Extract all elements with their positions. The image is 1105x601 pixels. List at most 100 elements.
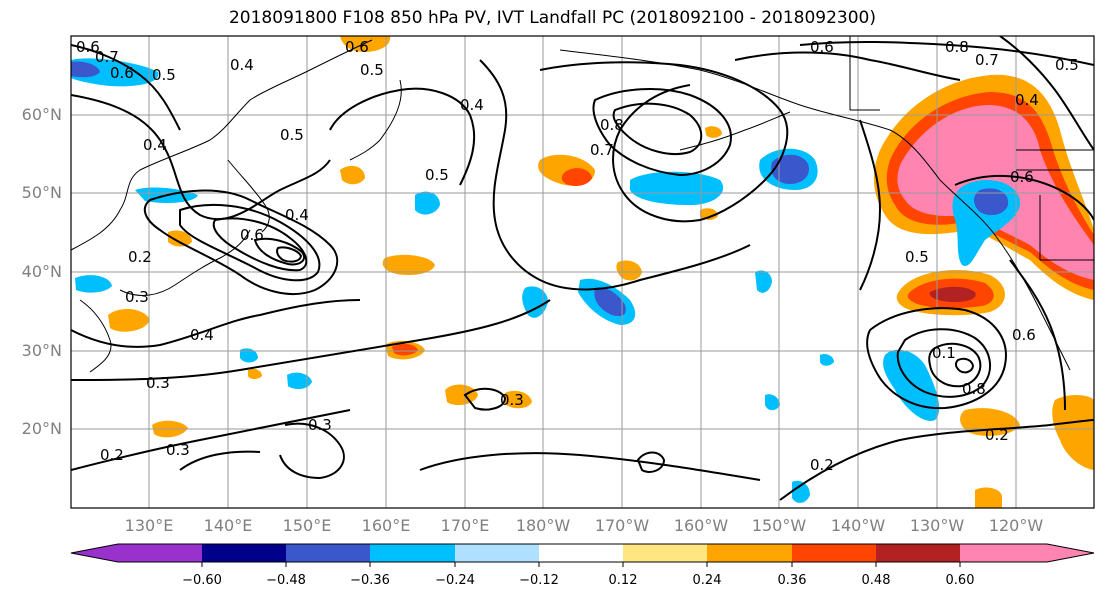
gridlines (71, 36, 1094, 508)
coastlines (71, 39, 1094, 373)
shade-region-blue-4 (630, 171, 724, 205)
colorbar-segment (118, 544, 203, 562)
shade-region-orange-17 (248, 368, 262, 379)
shade-region-darkblue-8 (71, 61, 100, 78)
contour-label: 0.5 (360, 61, 384, 79)
shade-region-blue-12 (755, 270, 772, 293)
contour-label: 0.4 (1015, 91, 1039, 109)
contour-label: 0.6 (240, 226, 264, 244)
colorbar-extend-max (960, 544, 1094, 562)
shade-region-blue-11 (287, 372, 312, 390)
colorbar-tick-label: −0.48 (266, 573, 306, 588)
map-frame (70, 35, 1095, 509)
colorbar-extend-min (71, 544, 118, 562)
shade-region-orange-4 (1052, 395, 1094, 470)
colorbar-tick-label: 0.36 (778, 573, 807, 588)
contour-label: 0.4 (143, 136, 167, 154)
lon-label: 150°W (752, 516, 807, 535)
colorbar-segment (623, 544, 708, 562)
contour-label: 0.5 (425, 166, 449, 184)
contour-label: 0.3 (125, 288, 149, 306)
colorbar-tick-label: −0.12 (519, 573, 559, 588)
colorbar-segment (455, 544, 540, 562)
colorbar-tick-label: −0.24 (435, 573, 475, 588)
contour-label: 0.3 (308, 416, 332, 434)
shade-region-orange-12 (340, 165, 365, 185)
lon-labels: 130°E 140°E 150°E 160°E 170°E 180°W 170°… (125, 516, 1044, 535)
contour-label: 0.3 (500, 391, 524, 409)
lon-label: 140°E (204, 516, 253, 535)
lon-label: 180°W (516, 516, 571, 535)
lon-label: 130°W (910, 516, 965, 535)
map-title: 2018091800 F108 850 hPa PV, IVT Landfall… (228, 8, 876, 28)
shade-region-blue-13 (792, 480, 810, 503)
colorbar-segment (202, 544, 287, 562)
colorbar-tick-label: −0.36 (350, 573, 390, 588)
shade-region-darkblue-5 (594, 287, 626, 317)
contour-label: 0.5 (280, 126, 304, 144)
lon-label: 140°W (831, 516, 886, 535)
boundary-lines (849, 36, 1094, 261)
shade-region-blue-16 (240, 348, 258, 363)
colorbar-segment (792, 544, 877, 562)
contour-label: 0.6 (1010, 168, 1034, 186)
contour-label: 0.5 (1055, 56, 1079, 74)
shade-region-blue-7 (415, 191, 440, 215)
contour-label: 0.5 (905, 248, 929, 266)
lat-labels: 60°N 50°N 40°N 30°N 20°N (22, 105, 62, 438)
shade-region-orange-11 (340, 36, 391, 52)
contour-label: 0.8 (600, 116, 624, 134)
lon-label: 170°W (595, 516, 650, 535)
colorbar-segment (370, 544, 455, 562)
lat-label: 40°N (22, 262, 62, 281)
contour-label: 0.6 (345, 38, 369, 56)
contour-labels: 0.6 0.7 0.6 0.5 0.4 0.5 0.4 0.5 0.4 0.6 … (76, 38, 1079, 474)
lat-label: 20°N (22, 419, 62, 438)
contour-label: 0.4 (230, 56, 254, 74)
contour-label: 0.1 (932, 344, 956, 362)
shade-region-darkred (929, 286, 976, 302)
contour-label: 0.4 (460, 96, 484, 114)
shade-region-orange-10 (505, 390, 532, 409)
contour-label: 0.2 (985, 426, 1009, 444)
colorbar-tick-label: −0.60 (182, 573, 222, 588)
lat-label: 60°N (22, 105, 62, 124)
colorbar-ticks (201, 562, 961, 567)
shade-region-darkblue (974, 188, 1009, 216)
colorbar: −0.60 −0.48 −0.36 −0.24 −0.12 0.12 0.24 … (70, 543, 1095, 588)
shade-region-orange-16 (700, 208, 718, 220)
contour-label: 0.2 (100, 446, 124, 464)
contour-label: 0.2 (810, 456, 834, 474)
colorbar-tick-label: 0.24 (693, 573, 722, 588)
contour-label: 0.6 (1012, 326, 1036, 344)
shade-region-blue-14 (820, 353, 834, 366)
contour-label: 0.6 (110, 64, 134, 82)
lat-label: 50°N (22, 183, 62, 202)
colorbar-segment (286, 544, 371, 562)
contour-label: 0.4 (285, 206, 309, 224)
colorbar-tick-label: 0.48 (862, 573, 891, 588)
contour-label: 0.5 (152, 66, 176, 84)
contour-label: 0.7 (975, 51, 999, 69)
contour-label: 0.3 (166, 441, 190, 459)
shade-region-orange-7 (382, 254, 435, 276)
contour-label: 0.4 (190, 326, 214, 344)
lon-label: 120°W (989, 516, 1044, 535)
lat-label: 30°N (22, 341, 62, 360)
contour-label: 0.8 (945, 38, 969, 56)
pv-contours (71, 36, 1094, 501)
shade-region-orange-14 (108, 308, 150, 332)
shade-region-blue-10 (75, 275, 112, 293)
shade-region-darkblue-3 (771, 154, 809, 184)
lon-label: 130°E (125, 516, 174, 535)
shade-region-blue-6 (522, 286, 548, 318)
shade-region-red-8 (392, 343, 418, 356)
shade-region-blue-2 (883, 349, 940, 421)
colorbar-segment (539, 544, 624, 562)
contour-label: 0.7 (95, 48, 119, 66)
colorbar-outline (70, 543, 1095, 563)
lon-label: 170°E (441, 516, 490, 535)
colorbar-segment (707, 544, 792, 562)
colorbar-segment (876, 544, 961, 562)
